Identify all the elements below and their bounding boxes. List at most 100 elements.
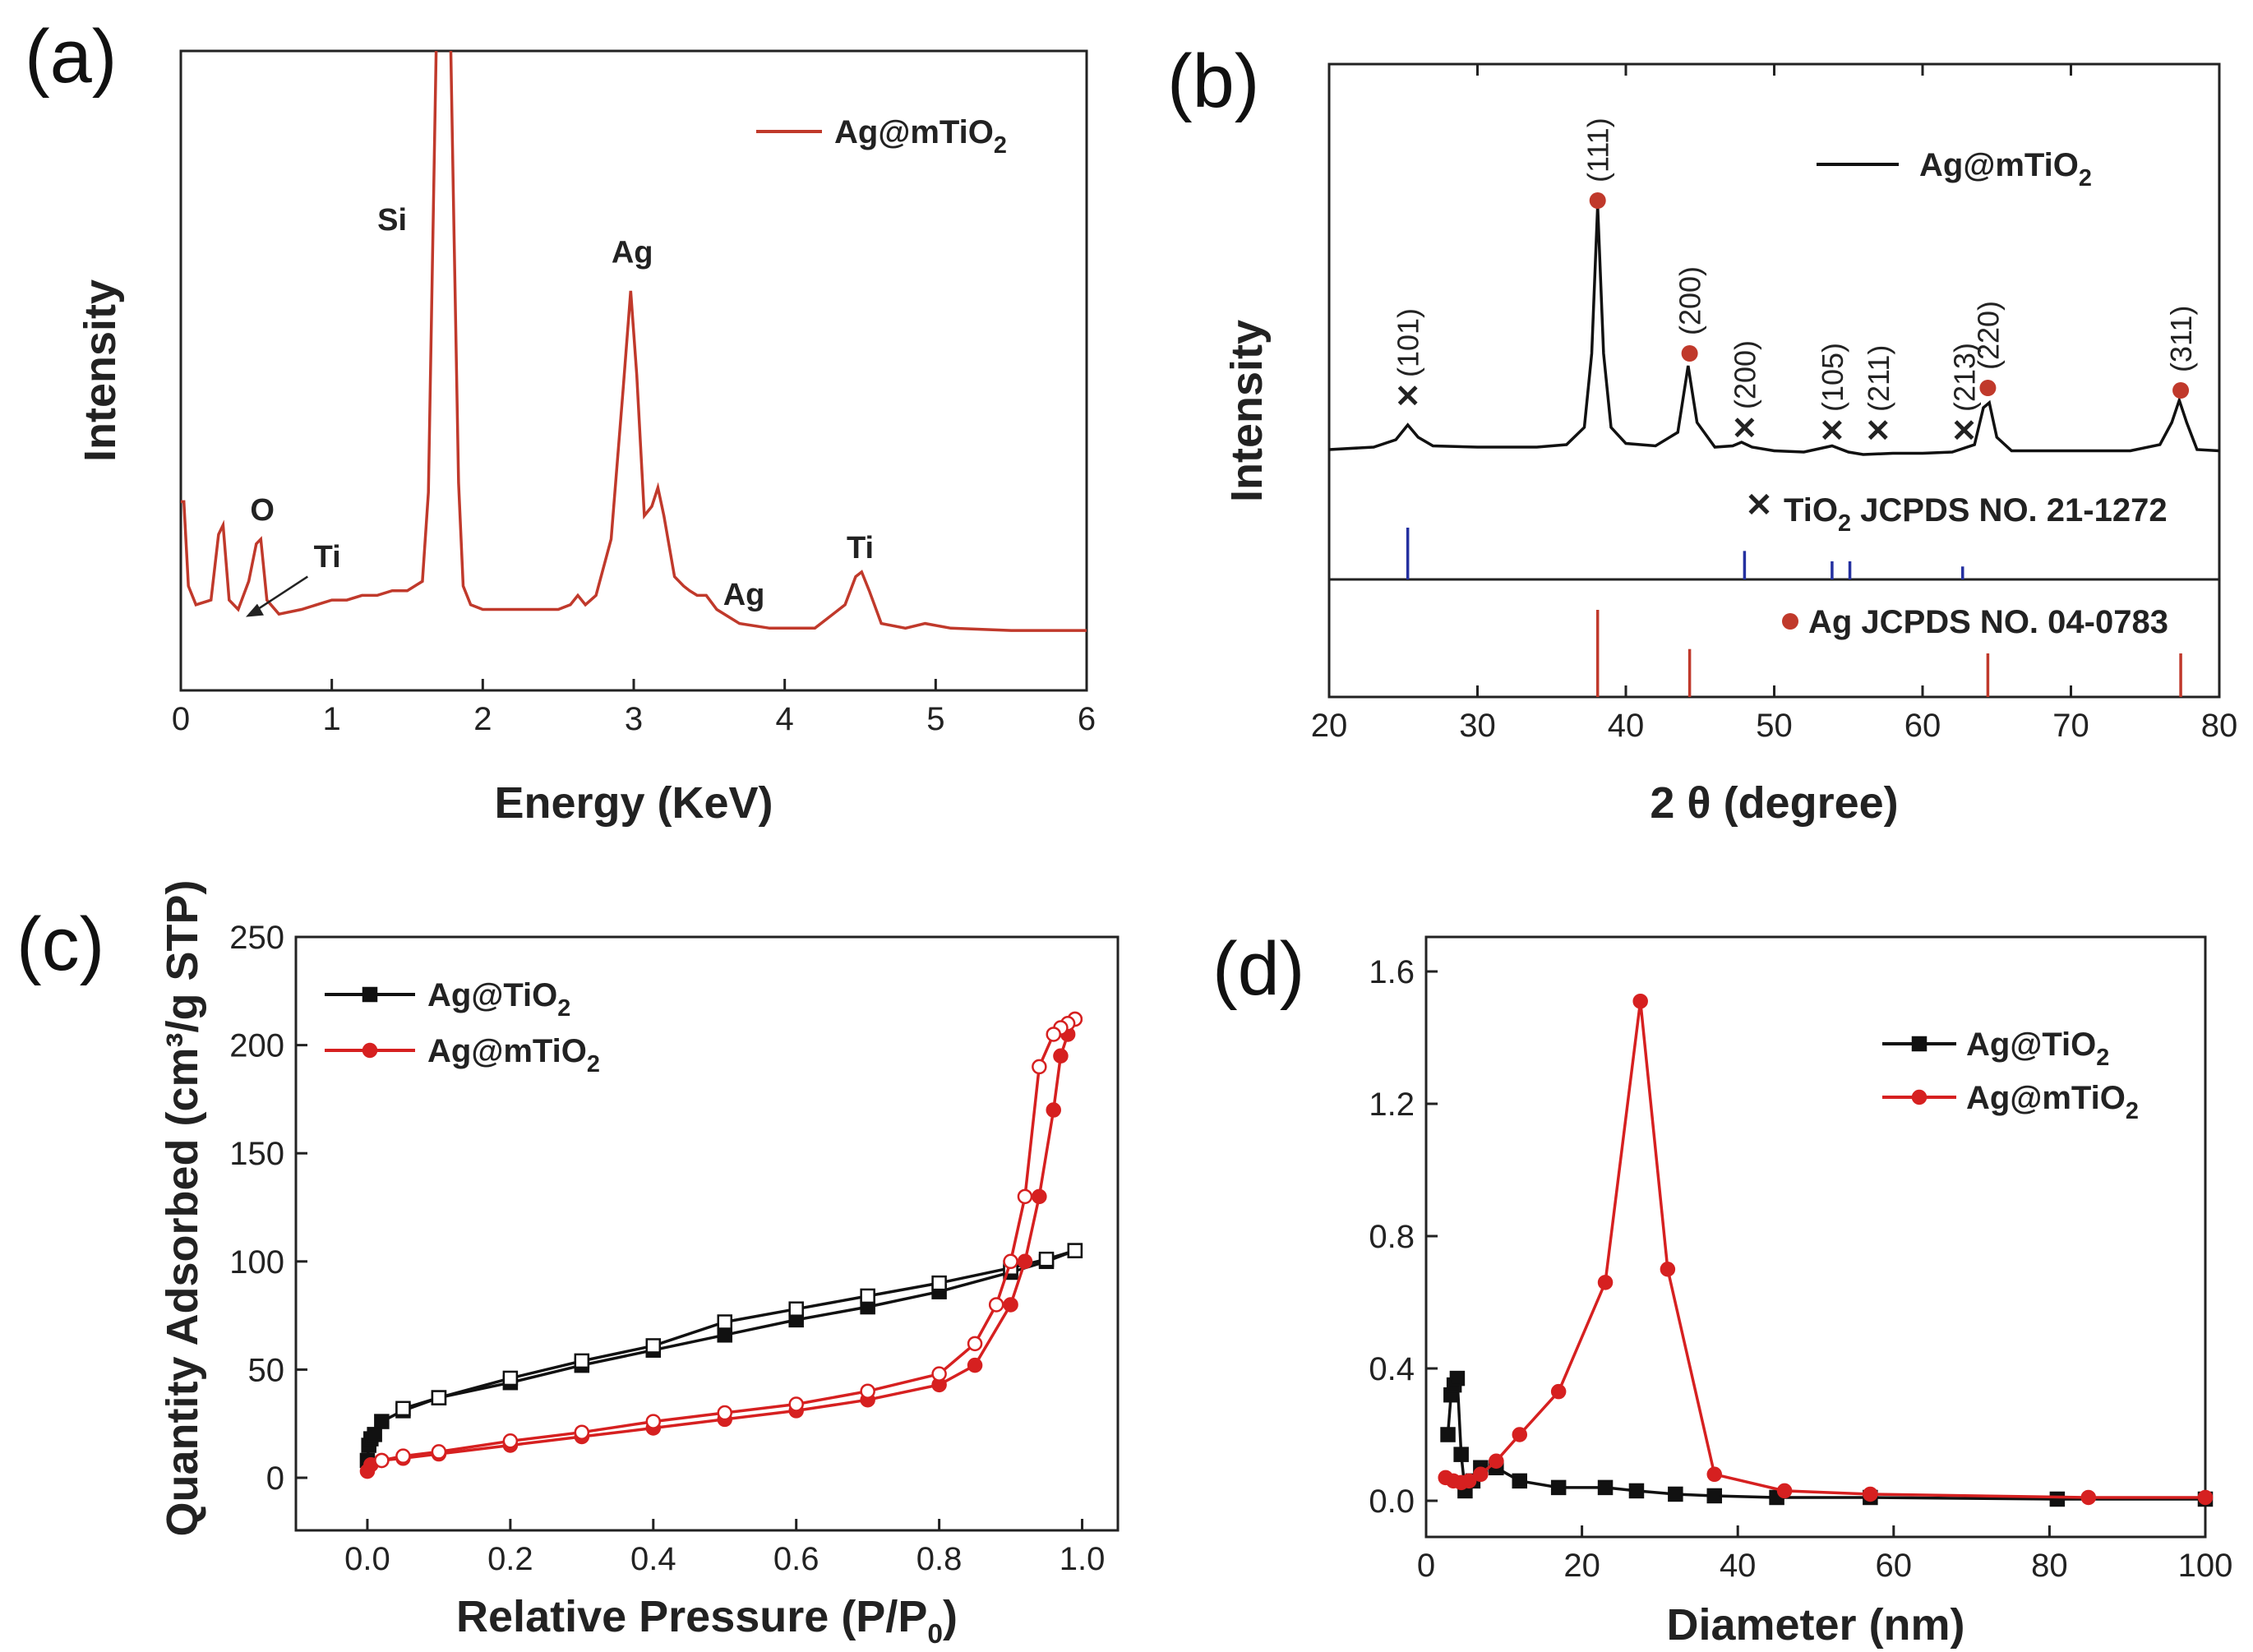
desorption-point-ag-mtio2 [1046,1027,1061,1042]
desorption-point-ag-mtio2 [374,1452,390,1469]
ti-arrow-line [249,575,308,616]
series-line-ag-mtio2 [181,51,1087,632]
x-tick-label: 2 [473,701,492,737]
desorption-point-ag-tio2 [860,1288,875,1304]
data-point-ag-mtio2 [1550,1383,1567,1400]
legend-label-main: Ag@TiO [427,977,557,1013]
ag-reference-label: Ag JCPDS NO. 04-0783 [1808,604,2168,640]
panel-a-eds-spectrum: 0 1 2 3 4 5 6 Energy (KeV) Intensity Si Ag O Ti Ag Ti A… [76,49,1096,828]
x-axis-label-tail: ) [943,1592,958,1641]
y-tick-label: 0.0 [1369,1484,1415,1520]
legend-label-sub: 2 [2126,1098,2139,1124]
peak-annotation: Ti [847,531,874,565]
data-point-ag-tio2 [1706,1488,1723,1504]
legend-label: Ag@TiO2 [427,977,570,1022]
tio2-reference-label-sub: 2 [1838,510,1851,537]
adsorption-point-ag-mtio2 [967,1357,983,1373]
peak-annotation: Si [377,203,407,238]
legend-marker [1911,1089,1928,1105]
x-tick-label: 6 [1078,701,1096,737]
x-tick-label: 80 [2031,1548,2068,1584]
x-tick-label: 0.0 [344,1541,390,1577]
x-tick-label: 0.4 [630,1541,676,1577]
desorption-point-ag-mtio2 [1003,1253,1018,1270]
desorption-point-ag-tio2 [502,1370,519,1387]
desorption-point-ag-tio2 [574,1353,590,1369]
legend-label-main: Ag@TiO [1966,1027,2096,1063]
data-point-ag-tio2 [1449,1370,1466,1387]
adsorption-point-ag-mtio2 [1032,1188,1047,1205]
legend-label: Ag@mTiO2 [427,1033,600,1077]
data-point-ag-mtio2 [1706,1466,1723,1483]
legend-label-sub: 2 [587,1051,600,1077]
desorption-point-ag-mtio2 [395,1448,411,1464]
x-tick-label: 1.0 [1060,1541,1106,1577]
desorption-point-ag-mtio2 [574,1424,590,1440]
legend-label: Ag@mTiO2 [1966,1080,2139,1124]
data-point-ag-tio2 [1512,1473,1528,1489]
adsorption-point-ag-mtio2 [1046,1102,1061,1118]
tio2-peak-marker: ✕ [1865,414,1891,449]
ag-reference-marker [1782,613,1798,630]
legend-label-main: Ag@mTiO [834,114,994,150]
data-point-ag-tio2 [2049,1491,2066,1507]
ag-peak-marker [1589,192,1606,209]
adsorption-point-ag-mtio2 [1003,1297,1018,1313]
y-tick-label: 0.4 [1369,1351,1415,1387]
tio2-reference-label-main: TiO [1784,492,1838,528]
x-tick-label: 60 [1904,708,1941,744]
x-tick-label: 5 [926,701,944,737]
x-tick-label: 50 [1756,708,1793,744]
tio2-peak-hkl: (213) [1948,343,1982,412]
legend-marker [362,986,378,1003]
x-tick-label: 0.8 [916,1541,963,1577]
legend-label-main: Ag@mTiO [1966,1080,2126,1116]
desorption-point-ag-tio2 [1038,1251,1055,1267]
desorption-point-ag-mtio2 [860,1383,875,1399]
y-tick-label: 0.8 [1369,1219,1415,1255]
panel-label-a: (a) [25,15,117,99]
data-point-ag-mtio2 [2080,1489,2097,1506]
ag-peak-hkl: (111) [1581,118,1615,182]
adsorption-point-ag-mtio2 [1053,1048,1069,1064]
desorption-point-ag-mtio2 [431,1444,447,1460]
y-axis-label: Intensity [76,279,125,462]
y-tick-label: 50 [248,1352,285,1388]
ag-peak-marker [2172,382,2190,399]
desorption-point-ag-mtio2 [967,1336,983,1352]
x-tick-label: 40 [1720,1548,1757,1584]
legend-label-sub: 2 [2096,1045,2109,1071]
tio2-reference-marker: ✕ [1745,487,1773,524]
peak-annotation: O [250,493,275,528]
x-tick-label: 20 [1311,708,1348,744]
y-axis-label: Intensity [1222,320,1272,502]
legend-label: Ag@mTiO2 [834,114,1007,159]
ti-arrow-head [245,603,264,617]
peak-annotation: Ti [314,540,341,575]
tio2-peak-hkl: (101) [1392,308,1425,377]
y-tick-label: 1.2 [1369,1087,1415,1123]
tio2-peak-marker: ✕ [1731,412,1757,446]
plot-frame [294,935,1120,1532]
desorption-point-ag-tio2 [645,1338,662,1354]
data-point-ag-tio2 [1550,1479,1567,1496]
legend-label-sub: 2 [557,995,570,1022]
series-line-ag-mtio2 [1445,1000,2205,1499]
x-axis-label-main: Relative Pressure (P/P [456,1592,927,1641]
desorption-point-ag-mtio2 [717,1405,732,1421]
y-tick-label: 1.6 [1369,954,1415,990]
x-tick-label: 40 [1608,708,1645,744]
x-tick-label: 0.2 [487,1541,533,1577]
tio2-reference-label-tail: JCPDS NO. 21-1272 [1851,492,2168,528]
tio2-peak-hkl: (211) [1862,345,1895,412]
y-tick-label: 100 [229,1244,284,1281]
x-tick-label: 0 [172,701,190,737]
ag-peak-hkl: (220) [1971,301,2005,370]
data-point-ag-mtio2 [2197,1489,2214,1506]
x-tick-label: 60 [1876,1548,1913,1584]
x-tick-label: 20 [1563,1548,1600,1584]
panel-label-b: (b) [1167,39,1259,123]
desorption-point-ag-mtio2 [645,1414,662,1429]
data-point-ag-tio2 [1440,1427,1456,1442]
